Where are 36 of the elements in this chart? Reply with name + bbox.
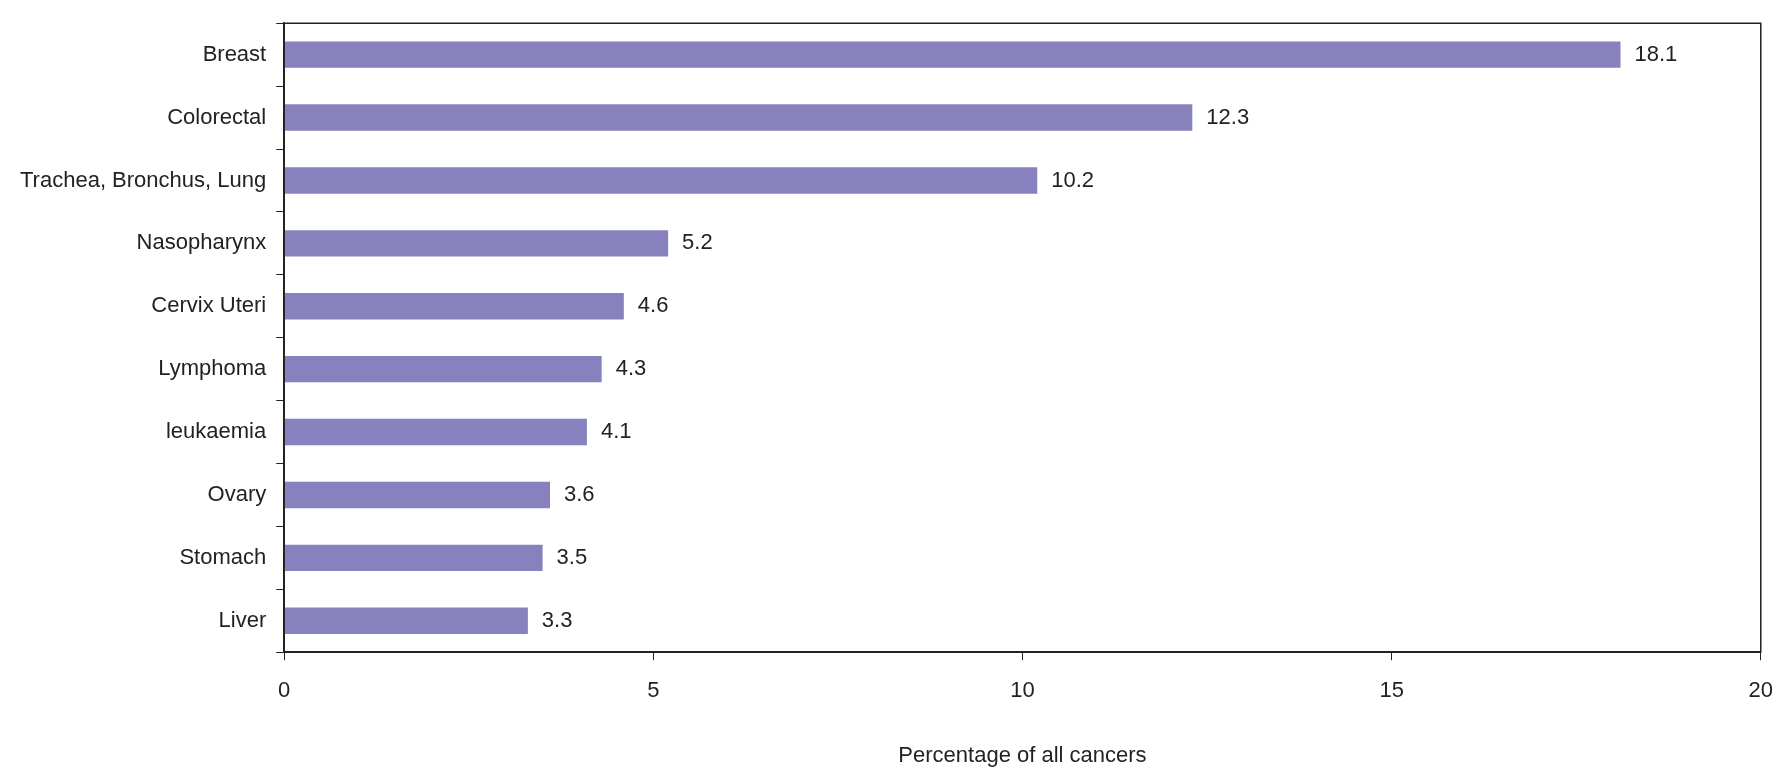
data-label: 4.6 bbox=[637, 292, 669, 318]
y-tick-label: Colorectal bbox=[167, 103, 267, 129]
data-label: 3.5 bbox=[556, 543, 588, 569]
y-tick-label: Liver bbox=[218, 606, 267, 632]
bar bbox=[284, 104, 1193, 131]
y-tick-label: Breast bbox=[202, 40, 267, 66]
y-tick-label: Cervix Uteri bbox=[151, 292, 267, 318]
bar bbox=[284, 230, 669, 257]
x-tick-label: 20 bbox=[1748, 677, 1774, 703]
data-label: 12.3 bbox=[1206, 103, 1250, 129]
bar bbox=[284, 41, 1621, 68]
bar bbox=[284, 544, 543, 572]
y-tick-label: Stomach bbox=[179, 543, 267, 569]
y-tick-label: Ovary bbox=[207, 481, 267, 507]
bar bbox=[284, 418, 587, 446]
data-label: 3.3 bbox=[541, 606, 573, 632]
x-axis-title: Percentage of all cancers bbox=[898, 741, 1147, 767]
y-tick-label: Trachea, Bronchus, Lung bbox=[19, 166, 267, 192]
bar bbox=[284, 293, 624, 320]
y-tick-label: Lymphoma bbox=[158, 355, 267, 381]
y-tick-label: leukaemia bbox=[165, 418, 267, 444]
y-tick-label: Nasopharynx bbox=[136, 229, 267, 255]
data-label: 10.2 bbox=[1051, 166, 1095, 192]
x-tick-label: 10 bbox=[1010, 677, 1035, 703]
bar bbox=[284, 167, 1038, 194]
x-tick-label: 0 bbox=[278, 677, 291, 703]
data-label: 5.2 bbox=[682, 229, 713, 255]
x-tick-label: 15 bbox=[1379, 677, 1404, 703]
data-label: 4.1 bbox=[600, 418, 632, 444]
bar bbox=[284, 607, 528, 634]
data-label: 4.3 bbox=[615, 355, 647, 381]
bar bbox=[284, 355, 602, 383]
data-label: 18.1 bbox=[1634, 40, 1678, 66]
data-label: 3.6 bbox=[564, 481, 595, 507]
x-tick-label: 5 bbox=[647, 677, 660, 703]
bar bbox=[284, 481, 550, 509]
